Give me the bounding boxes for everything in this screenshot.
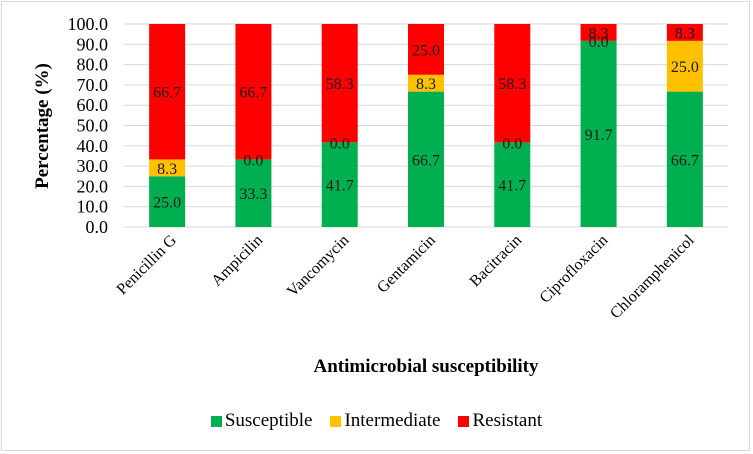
x-axis-title: Antimicrobial susceptibility: [313, 356, 539, 377]
legend-label-susceptible: Susceptible: [224, 410, 313, 431]
data-label-resistant: 66.7: [239, 85, 267, 102]
data-label-susceptible: 25.0: [153, 195, 181, 212]
y-tick-label: 60.0: [77, 95, 109, 115]
legend-label-resistant: Resistant: [472, 410, 543, 431]
data-label-susceptible: 66.7: [412, 152, 440, 169]
x-tick-label: Gentamicin: [374, 232, 439, 297]
data-label-intermediate: 8.3: [416, 76, 436, 93]
data-label-susceptible: 33.3: [239, 186, 267, 203]
data-label-resistant: 58.3: [498, 76, 526, 93]
y-tick-label: 70.0: [77, 75, 109, 95]
data-label-susceptible: 41.7: [498, 178, 526, 195]
bar-susceptible-2: [321, 142, 358, 227]
bar-intermediate-3: [408, 74, 444, 92]
y-tick-label: 100.0: [68, 14, 109, 34]
y-tick-label: 90.0: [77, 34, 109, 54]
bar-resistant-3: [408, 24, 444, 75]
y-tick-label: 20.0: [77, 176, 109, 196]
x-tick-label: Ciprofloxacin: [537, 232, 612, 307]
y-tick-label: 0.0: [86, 217, 109, 237]
bar-susceptible-6: [666, 91, 703, 227]
data-label-resistant: 66.7: [153, 85, 181, 102]
bar-resistant-0: [149, 24, 186, 160]
y-axis-ticks: 0.010.020.030.040.050.060.070.080.090.01…: [68, 14, 109, 237]
bar-resistant-5: [580, 24, 617, 41]
x-tick-label: Ampicilin: [208, 232, 266, 290]
bar-resistant-1: [235, 24, 272, 160]
data-label-intermediate: 25.0: [671, 59, 699, 76]
data-label-intermediate: 0.0: [502, 135, 522, 152]
legend-item-susceptible: Susceptible: [210, 410, 313, 432]
bar-resistant-4: [494, 24, 531, 143]
bar-susceptible-3: [408, 91, 444, 227]
x-tick-label: Chloramphenicol: [607, 231, 698, 322]
data-labels: 25.0 8.3 66.7 33.3 0.0 66.7 41.7 0.0 58.3 66.7 8.3…: [153, 25, 699, 211]
data-label-resistant: 25.0: [412, 42, 440, 59]
data-label-resistant: 8.3: [675, 25, 695, 42]
x-tick-label: Bacitracin: [467, 232, 526, 291]
legend-swatch-susceptible: [210, 415, 222, 427]
data-label-susceptible: 91.7: [585, 127, 613, 144]
data-label-intermediate: 8.3: [157, 161, 177, 178]
bars: [149, 24, 703, 227]
y-tick-label: 50.0: [77, 116, 109, 136]
bar-susceptible-5: [580, 40, 617, 227]
y-tick-label: 10.0: [77, 197, 109, 217]
x-tick-label: Penicillin G: [114, 231, 181, 298]
legend-swatch-intermediate: [330, 415, 342, 427]
bar-intermediate-6: [666, 40, 703, 92]
bar-susceptible-0: [149, 176, 186, 227]
bar-intermediate-0: [149, 159, 186, 177]
legend-label-intermediate: Intermediate: [344, 410, 441, 431]
data-label-susceptible: 41.7: [326, 178, 354, 195]
bar-resistant-2: [321, 24, 358, 143]
x-axis-ticks: Penicillin G Ampicilin Vancomycin Gentamici…: [114, 231, 698, 322]
data-label-resistant: 8.3: [589, 25, 609, 42]
legend: Susceptible Intermediate Resistant: [0, 410, 753, 432]
y-axis-title: Percentage (%): [32, 63, 53, 189]
y-tick-label: 40.0: [77, 136, 109, 156]
y-tick-label: 30.0: [77, 156, 109, 176]
data-label-intermediate: 0.0: [330, 135, 350, 152]
data-label-intermediate: 0.0: [589, 34, 609, 51]
data-label-intermediate: 0.0: [243, 152, 263, 169]
bar-resistant-6: [666, 24, 703, 41]
legend-swatch-resistant: [458, 415, 470, 427]
bar-susceptible-1: [235, 159, 272, 227]
legend-item-resistant: Resistant: [458, 410, 542, 432]
data-label-susceptible: 66.7: [671, 152, 699, 169]
legend-item-intermediate: Intermediate: [330, 410, 440, 432]
x-tick-label: Vancomycin: [284, 232, 353, 301]
y-tick-label: 80.0: [77, 55, 109, 75]
data-label-resistant: 58.3: [326, 76, 354, 93]
bar-susceptible-4: [494, 142, 531, 227]
